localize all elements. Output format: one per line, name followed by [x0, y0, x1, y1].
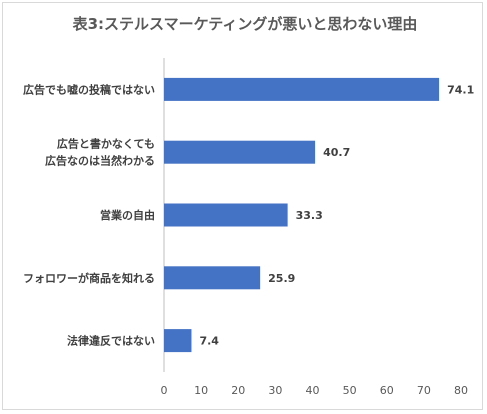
x-tick-label: 0 [161, 384, 168, 397]
x-tick-label: 10 [194, 384, 208, 397]
category-label: 広告なのは当然わかる [45, 154, 155, 168]
category-label: 法律違反ではない [67, 334, 155, 348]
x-tick-label: 80 [454, 384, 468, 397]
data-label: 40.7 [323, 146, 350, 159]
x-tick-label: 70 [417, 384, 431, 397]
bar [164, 266, 261, 290]
category-label: 広告と書かなくても [57, 137, 155, 151]
x-tick-label: 40 [306, 384, 320, 397]
x-tick-label: 50 [343, 384, 357, 397]
category-label: フォロワーが商品を知れる [23, 271, 155, 285]
chart-title: 表3:ステルスマーケティングが悪いと思わない理由 [73, 15, 418, 33]
bar [164, 140, 316, 164]
category-label: 広告でも嘘の投稿ではない [23, 82, 155, 96]
x-tick-label: 30 [268, 384, 282, 397]
data-label: 74.1 [447, 83, 474, 96]
bar [164, 77, 440, 101]
bar [164, 329, 192, 353]
category-label: 営業の自由 [100, 208, 155, 222]
bars-group [164, 77, 440, 353]
x-tick-label: 60 [380, 384, 394, 397]
category-labels-group: 広告でも嘘の投稿ではない広告と書かなくても広告なのは当然わかる営業の自由フォロワ… [23, 82, 155, 347]
x-tick-label: 20 [231, 384, 245, 397]
data-label: 25.9 [268, 272, 295, 285]
data-label: 7.4 [199, 335, 219, 348]
bar [164, 203, 288, 227]
data-labels-group: 74.1 40.7 33.3 25.9 7.4 [199, 83, 474, 347]
data-label: 33.3 [296, 209, 323, 222]
x-tick-labels-group: 0 10 20 30 40 50 60 70 80 [161, 384, 469, 397]
